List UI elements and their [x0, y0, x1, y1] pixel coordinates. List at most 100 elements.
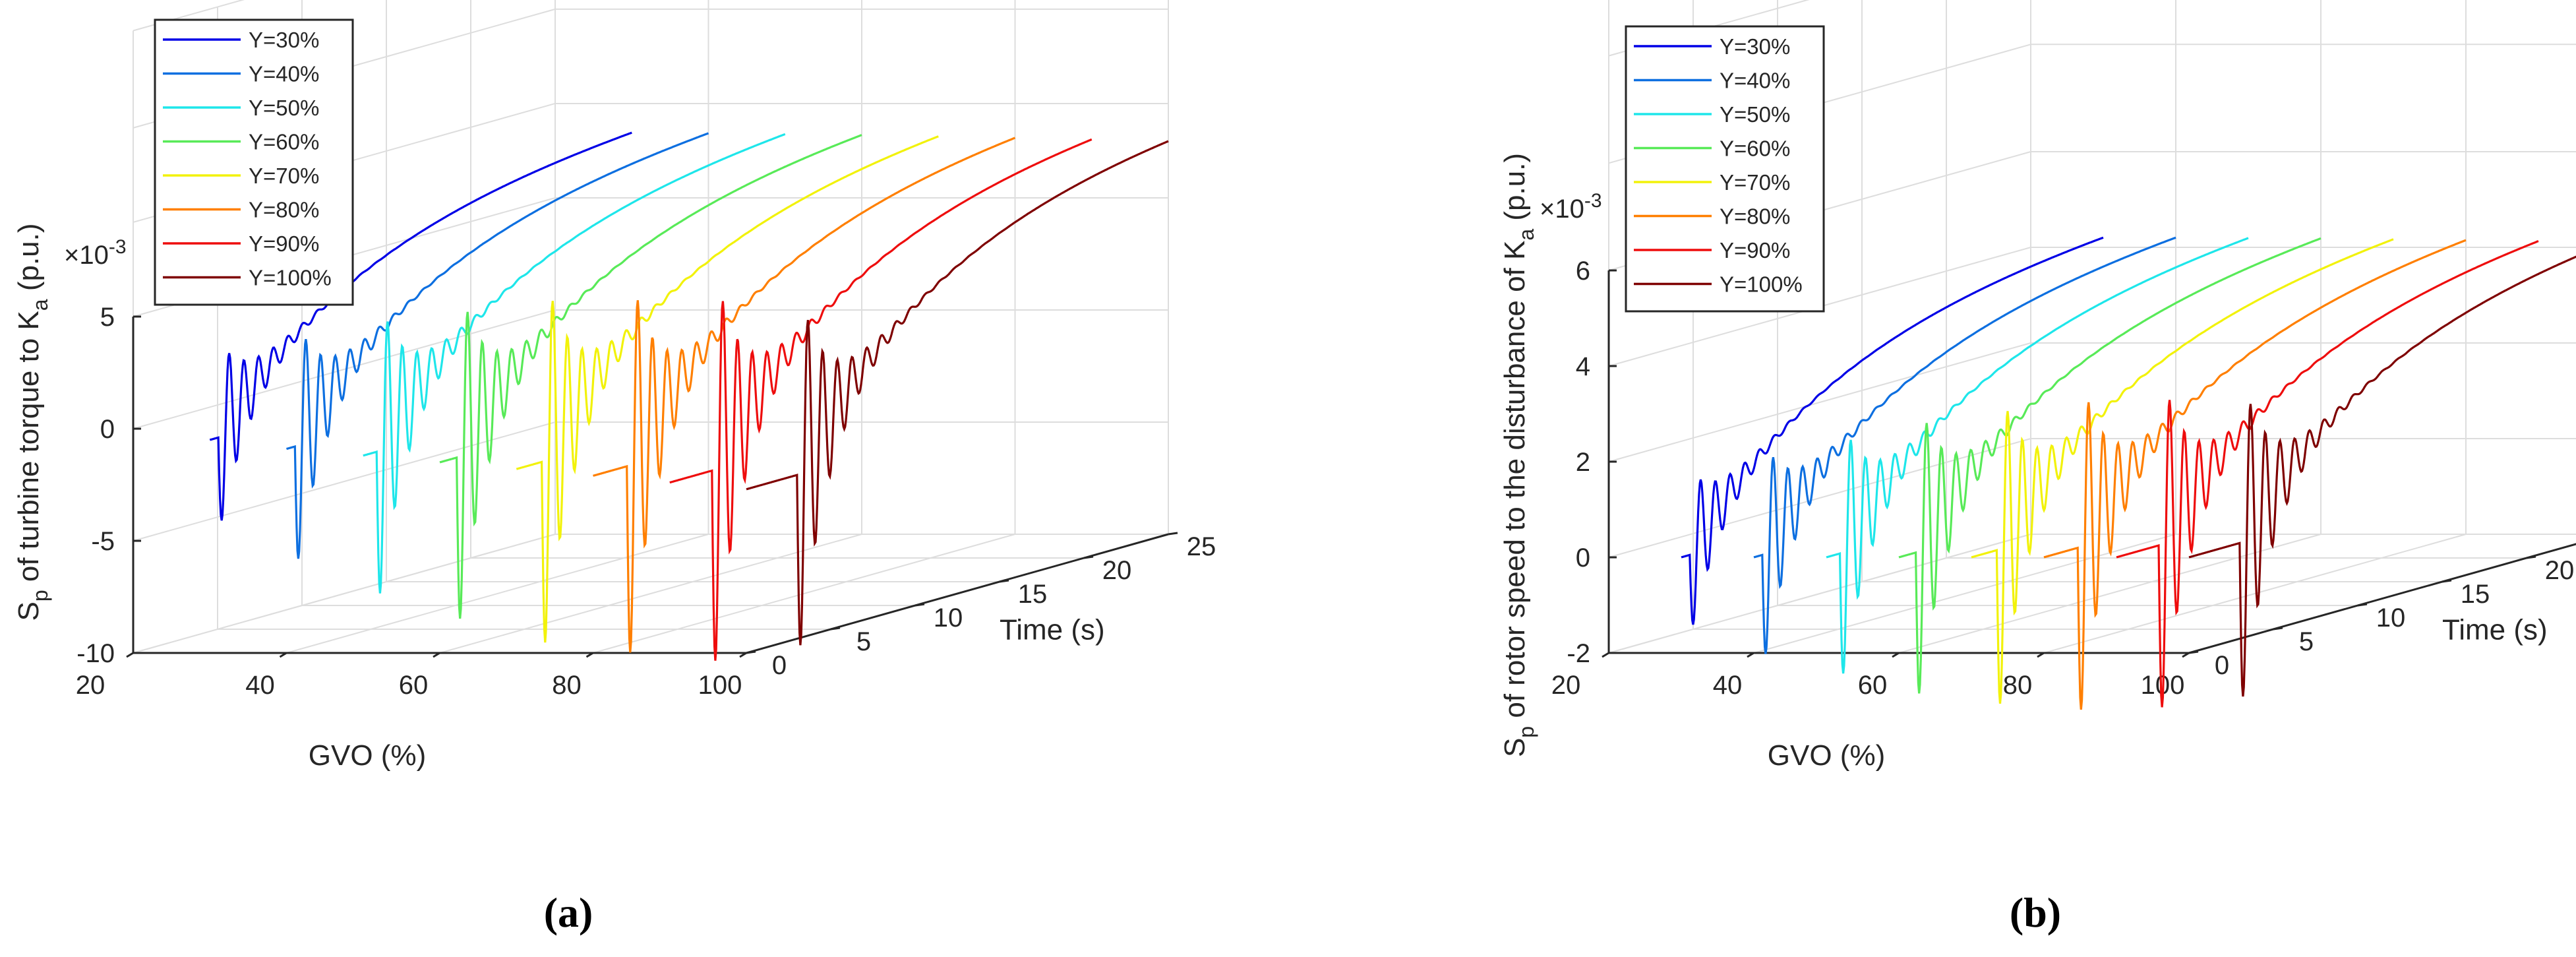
y-tick-label: 15: [2461, 580, 2490, 609]
series-line-y70: [1971, 238, 2394, 704]
panel-label: (a): [544, 889, 593, 936]
x-tick: [279, 652, 287, 658]
y-tick-label: 15: [1018, 580, 1048, 609]
x-tick-label: 20: [1551, 671, 1581, 700]
x-tick: [1602, 652, 1609, 658]
y-tick: [830, 627, 841, 631]
legend-item-label: Y=90%: [249, 232, 319, 256]
legend-item-label: Y=50%: [1720, 102, 1790, 127]
x-tick-label: 80: [2003, 671, 2033, 700]
series-line-y80: [2043, 239, 2467, 710]
y-tick-label: 20: [1102, 556, 1132, 585]
x-tick-label: 60: [1858, 671, 1888, 700]
legend-box: [154, 18, 354, 306]
exponent-label: ×10-3: [1540, 190, 1602, 224]
y-tick-label: 0: [2215, 651, 2229, 680]
exponent-label: ×10-3: [64, 236, 127, 270]
y-axis-title: Time (s): [2442, 613, 2548, 646]
z-tick-label: 2: [1576, 448, 1590, 477]
x-tick: [126, 652, 134, 658]
legend-item-label: Y=100%: [249, 266, 332, 290]
z-axis-title: Sp of rotor speed to the disturbance of …: [1499, 153, 1538, 757]
legend-item-label: Y=30%: [1720, 34, 1790, 59]
y-axis-line: [746, 533, 1169, 654]
z-tick-label: -5: [91, 527, 115, 556]
legend-item-label: Y=60%: [1720, 137, 1790, 161]
y-tick: [999, 579, 1009, 583]
y-axis-line: [2188, 543, 2576, 654]
series-line-y50: [363, 133, 786, 594]
series-line-y40: [286, 132, 709, 559]
series-line-y60: [439, 134, 862, 619]
x-tick: [585, 652, 594, 658]
series-line-y90: [669, 138, 1093, 661]
z-axis-title: Sp of turbine torque to Ka (p.u.): [13, 223, 52, 621]
y-tick: [2188, 650, 2199, 654]
series-line-y90: [2116, 240, 2539, 708]
series-line-y70: [516, 135, 939, 643]
y-tick-label: 20: [2545, 556, 2575, 585]
x-tick-label: 40: [1713, 671, 1743, 700]
y-tick: [2526, 555, 2536, 559]
z-tick-label: 5: [100, 303, 115, 332]
x-axis-title: GVO (%): [309, 739, 426, 772]
x-tick: [1747, 652, 1754, 658]
legend-item-label: Y=40%: [249, 62, 319, 86]
x-tick: [739, 652, 747, 658]
legend-item-label: Y=60%: [249, 130, 319, 154]
legend-item-label: Y=90%: [1720, 238, 1790, 262]
z-tick-label: 6: [1576, 257, 1590, 286]
legend-box: [1625, 25, 1825, 313]
legend-item-label: Y=100%: [1720, 272, 1803, 297]
y-tick-label: 25: [1187, 532, 1216, 561]
panel-label: (b): [2010, 889, 2061, 936]
legend-item-label: Y=40%: [1720, 69, 1790, 93]
x-tick-label: 80: [552, 671, 582, 700]
y-axis-title: Time (s): [1000, 613, 1105, 646]
x-tick: [1892, 652, 1900, 658]
legend-item-label: Y=30%: [249, 28, 319, 52]
legend-item-label: Y=50%: [249, 96, 319, 120]
series-line-y50: [1826, 237, 2249, 674]
series-lines: [1681, 236, 2576, 710]
x-tick-label: 100: [698, 671, 742, 700]
series-lines: [209, 131, 1169, 661]
x-tick-label: 40: [245, 671, 275, 700]
series-line-y100: [746, 140, 1169, 646]
legend: Y=30% Y=40% Y=50% Y=60% Y=70% Y=80% Y=90% Y=100…: [1625, 25, 1825, 313]
x-axis-title: GVO (%): [1768, 739, 1885, 772]
x-tick: [2182, 652, 2190, 658]
y-tick: [1083, 555, 1094, 559]
z-tick-label: 4: [1576, 352, 1590, 381]
legend-item-label: Y=70%: [1720, 170, 1790, 195]
axes: 20 40 60 80 100 0 5 10 15 20 25 -10 -5 0 5 ×10-3: [64, 236, 1216, 700]
y-tick: [2357, 603, 2368, 607]
z-tick-label: -2: [1567, 639, 1590, 668]
y-tick: [1168, 532, 1178, 536]
series-line-y100: [2188, 255, 2576, 697]
y-tick: [914, 603, 925, 607]
z-tick-label: 0: [100, 415, 115, 444]
panel-a: 20 40 60 80 100 0 5 10 15 20 25 -10 -5 0 5 ×10-3 GVO (%)…: [13, 0, 1216, 936]
legend-item-label: Y=70%: [249, 164, 319, 188]
y-tick-label: 10: [2376, 603, 2406, 633]
y-tick-label: 10: [934, 603, 963, 633]
series-line-y80: [593, 137, 1016, 653]
x-tick-label: 60: [399, 671, 429, 700]
x-tick: [2037, 652, 2045, 658]
legend-item-label: Y=80%: [249, 198, 319, 222]
series-line-y60: [1898, 237, 2321, 694]
z-tick-label: 0: [1576, 543, 1590, 572]
x-tick: [433, 652, 440, 658]
y-tick: [746, 650, 756, 654]
y-tick: [2273, 627, 2283, 631]
y-tick-label: 0: [772, 651, 787, 680]
legend: Y=30% Y=40% Y=50% Y=60% Y=70% Y=80% Y=90% Y=100…: [154, 18, 354, 306]
series-line-y40: [1753, 236, 2176, 654]
y-tick-label: 5: [856, 627, 871, 656]
series-line-y30: [209, 131, 632, 521]
z-tick-label: -10: [76, 639, 115, 668]
y-tick-label: 5: [2299, 627, 2314, 656]
